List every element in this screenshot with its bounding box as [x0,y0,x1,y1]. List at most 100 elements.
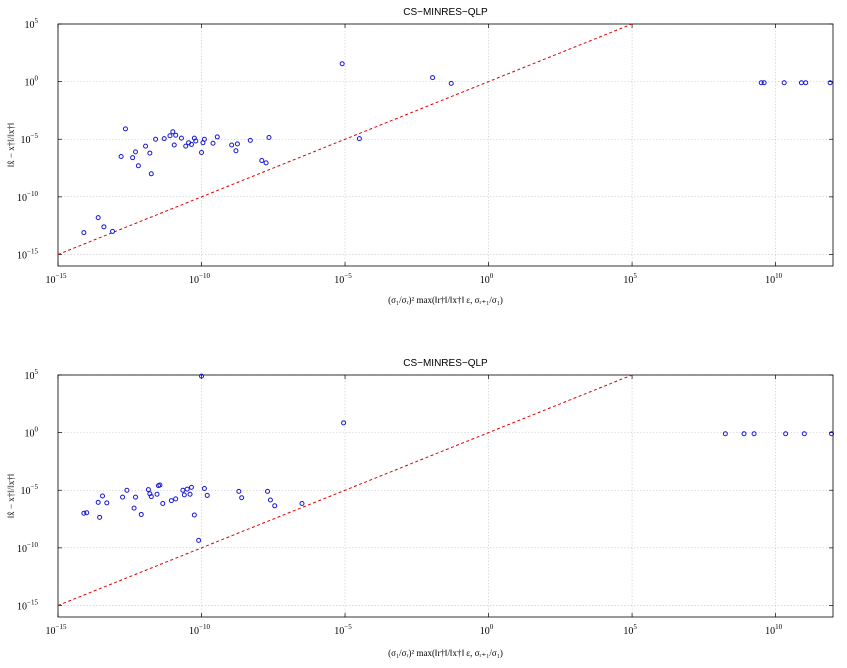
data-point [751,431,757,437]
data-point [266,135,272,141]
data-point [229,142,235,148]
data-point [145,487,151,493]
data-point [131,505,137,511]
data-point [170,129,176,135]
data-point [135,163,141,169]
bottom-panel: 10−15 10−10 10−5 100 105 1010 10−15 10−10 10−5 10… [6,358,835,658]
data-point [130,155,136,161]
data-point [187,491,193,497]
x-tick-label: 1010 [765,272,783,286]
data-point [110,228,116,234]
data-point [143,143,149,149]
plot-frame [57,23,834,267]
data-point [448,80,454,86]
grid [57,374,833,617]
data-point [178,135,184,141]
y-tick-label: 10−15 [17,598,38,612]
ticks: 10−15 10−10 10−5 100 105 1010 10−15 10−10 10−5 10… [17,368,833,637]
y-axis-label: ‖x̂ − x†‖/‖x†‖ [6,474,16,519]
data-point [191,512,197,518]
data-point [181,492,187,498]
data-point [173,496,179,502]
data-point [188,484,194,490]
data-point [167,133,173,139]
x-tick-label: 100 [480,272,494,286]
data-point [741,431,747,437]
data-point [201,486,207,492]
data-point [272,503,278,509]
data-point [341,420,347,426]
y-tick-label: 10−5 [21,483,39,497]
data-point [133,149,138,155]
data-point [199,149,205,155]
y-tick-label: 100 [25,75,39,89]
y-tick-label: 10−10 [17,190,38,204]
x-axis-label: (σ₁/σᵣ)² max(‖r†‖/‖x†‖ ε, σᵣ₊₁/σ₁) [388,295,503,305]
data-point [124,487,130,493]
x-tick-label: 100 [480,623,494,637]
x-tick-label: 10−5 [334,272,352,286]
data-point [758,80,764,86]
data-point [239,495,245,501]
data-point [101,224,107,230]
data-point [210,140,216,146]
data-point [722,431,728,437]
data-point [829,431,835,437]
data-point [265,488,271,494]
data-point [233,148,239,154]
data-point [99,493,105,499]
data-point [95,499,101,505]
x-tick-label: 10−15 [46,272,67,286]
data-point [173,132,179,138]
data-point [148,171,154,177]
data-point [783,431,789,437]
data-point [356,136,362,142]
data-point [133,494,138,500]
chart-title: CS−MINRES−QLP [403,358,488,369]
x-tick-label: 10−5 [334,623,352,637]
data-point [184,486,190,492]
data-point [104,500,110,506]
y-tick-label: 10−5 [21,132,39,146]
x-tick-label: 10−15 [46,623,67,637]
top-panel: 10−15 10−10 10−5 100 105 1010 10−15 10−10 10−5 10… [6,7,834,305]
y-tick-label: 105 [25,17,39,31]
data-point [161,136,167,142]
data-point [81,230,87,236]
data-point [259,158,265,164]
y-tick-label: 10−15 [17,247,38,261]
x-tick-label: 105 [623,272,637,286]
plot-frame [57,374,834,618]
reference-line [57,374,633,606]
data-points [81,61,833,236]
data-point [118,154,124,160]
data-point [160,500,166,506]
data-point [81,510,87,516]
data-point [120,494,126,500]
data-point [171,142,177,148]
data-point [147,150,153,156]
y-tick-label: 100 [25,426,39,440]
data-point [154,491,160,497]
data-point [84,510,90,516]
data-point [263,160,269,166]
chart-title: CS−MINRES−QLP [403,7,488,18]
x-tick-label: 10−10 [189,623,210,637]
data-point [827,80,833,86]
x-tick-label: 1010 [765,623,783,637]
data-point [180,487,186,493]
data-point [188,141,194,147]
data-points [81,373,835,543]
data-point [95,215,101,221]
data-point [97,514,103,520]
y-tick-label: 105 [25,368,39,382]
data-point [299,500,305,506]
data-point [168,498,174,504]
data-point [236,488,242,494]
data-point [196,537,202,543]
data-point [153,136,159,142]
data-point [267,497,273,503]
data-point [247,137,253,143]
data-point [781,80,787,86]
